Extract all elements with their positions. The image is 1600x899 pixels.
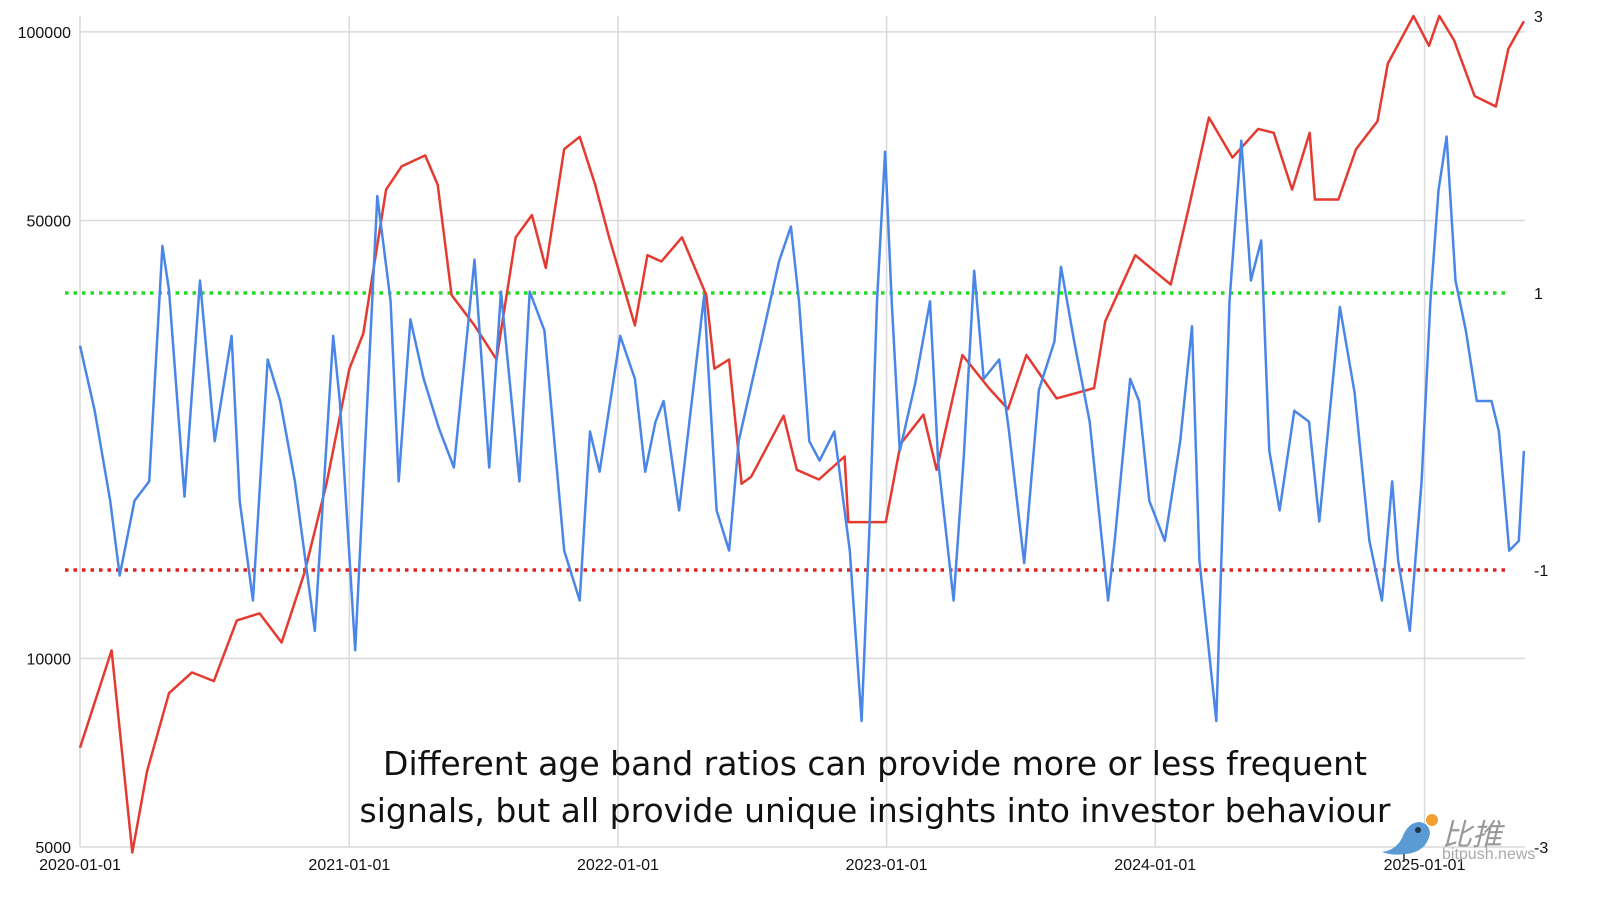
y-left-tick-label: 50000 xyxy=(27,213,72,230)
y-right-tick-label: -3 xyxy=(1534,840,1548,857)
ratio-series-line xyxy=(78,135,1526,723)
caption-line-2: signals, but all provide unique insights… xyxy=(359,791,1391,830)
x-tick-label: 2024-01-01 xyxy=(1114,857,1196,874)
reference-lines xyxy=(65,291,1505,572)
grid xyxy=(79,16,1525,848)
bird-logo-icon xyxy=(1382,814,1438,862)
caption-line-1: Different age band ratios can provide mo… xyxy=(383,744,1367,783)
y-left-tick-label: 100000 xyxy=(18,25,71,42)
y-left-tick-label: 5000 xyxy=(35,840,71,857)
y-right-tick-label: 3 xyxy=(1534,9,1543,26)
watermark-site: bitpush.news xyxy=(1442,846,1536,863)
series-lines xyxy=(78,14,1526,854)
x-tick-label: 2021-01-01 xyxy=(308,857,390,874)
chart-caption: Different age band ratios can provide mo… xyxy=(330,740,1420,834)
watermark: 比推 bitpush.news xyxy=(1378,808,1558,868)
x-tick-label: 2022-01-01 xyxy=(577,857,659,874)
y-right-tick-label: -1 xyxy=(1534,563,1548,580)
y-right-tick-label: 1 xyxy=(1534,286,1543,303)
price-series-line xyxy=(78,14,1525,854)
x-tick-label: 2020-01-01 xyxy=(39,857,121,874)
watermark-logo-text: 比推 xyxy=(1442,818,1502,853)
y-left-tick-label: 10000 xyxy=(27,651,72,668)
x-tick-label: 2023-01-01 xyxy=(846,857,928,874)
